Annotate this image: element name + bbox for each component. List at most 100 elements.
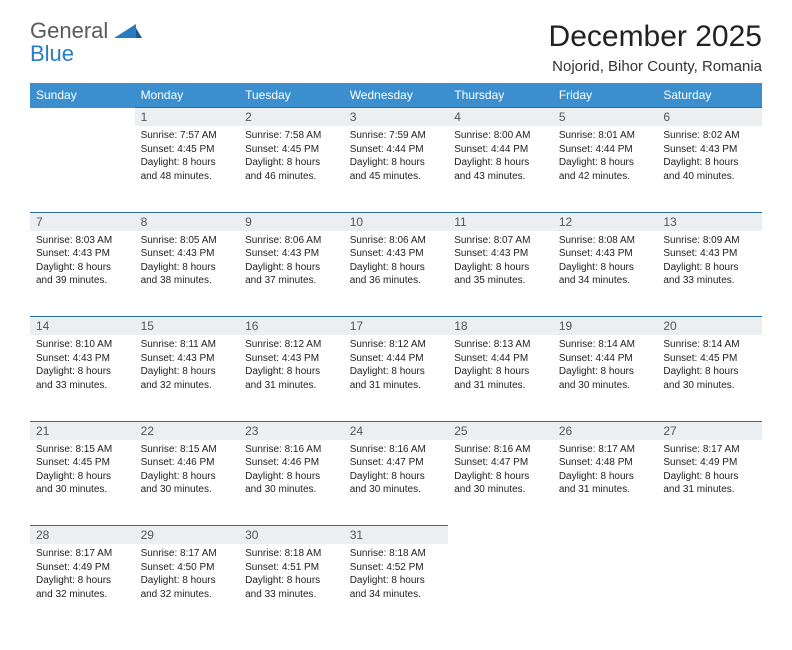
day-details-cell: Sunrise: 8:17 AMSunset: 4:49 PMDaylight:… (657, 440, 762, 526)
day-details-cell: Sunrise: 8:06 AMSunset: 4:43 PMDaylight:… (239, 231, 344, 317)
sunrise-line: Sunrise: 8:05 AM (141, 235, 217, 246)
sunset-line: Sunset: 4:45 PM (141, 144, 215, 155)
day-details-cell: Sunrise: 8:05 AMSunset: 4:43 PMDaylight:… (135, 231, 240, 317)
details-row: Sunrise: 8:10 AM Sunset: 4:43 PM Daylight:… (30, 335, 762, 421)
sunrise-line: Sunrise: 8:16 AM (245, 444, 321, 455)
day-number-cell: 31 (344, 526, 449, 545)
sunset-line: Sunset: 4:45 PM (245, 144, 319, 155)
sunrise-line: Sunrise: 8:16 AM (454, 444, 530, 455)
day-number-cell (657, 526, 762, 545)
daylight-line: Daylight: 8 hours and 31 minutes. (454, 366, 529, 391)
day-details-cell: Sunrise: 8:18 AM Sunset: 4:51 PM Daylight:… (239, 544, 344, 630)
sunset-line: Sunset: 4:49 PM (663, 457, 737, 468)
sunrise-line: Sunrise: 8:14 AM (663, 339, 739, 350)
day-number-cell: 29 (135, 526, 240, 545)
daylight-line: Daylight: 8 hours and 40 minutes. (663, 157, 738, 182)
daynum-row: 14151617181920 (30, 317, 762, 336)
daylight-line: Daylight: 8 hours and 34 minutes. (559, 262, 634, 287)
sunrise-line: Sunrise: 8:14 AM (559, 339, 635, 350)
sunset-line: Sunset: 4:43 PM (141, 353, 215, 364)
day-details-cell: Sunrise: 8:01 AMSunset: 4:44 PMDaylight:… (553, 126, 658, 212)
day-details-cell: Sunrise: 8:03 AM Sunset: 4:43 PM Daylight:… (30, 231, 135, 317)
month-title: December 2025 (549, 20, 762, 54)
daylight-line: Daylight: 8 hours and 30 minutes. (350, 471, 425, 496)
day-details-cell: Sunrise: 8:08 AMSunset: 4:43 PMDaylight:… (553, 231, 658, 317)
day-number-cell: 13 (657, 212, 762, 231)
sunrise-line: Sunrise: 8:10 AM (36, 339, 112, 350)
daylight-line: Daylight: 8 hours and 30 minutes. (141, 471, 216, 496)
details-row: Sunrise: 8:15 AMSunset: 4:45 PMDaylight:… (30, 440, 762, 526)
day-number-cell: 19 (553, 317, 658, 336)
day-number-cell: 1 (135, 108, 240, 127)
daylight-line: Daylight: 8 hours and 43 minutes. (454, 157, 529, 182)
day-number-cell: 5 (553, 108, 658, 127)
day-details-cell: Sunrise: 8:17 AMSunset: 4:48 PMDaylight:… (553, 440, 658, 526)
sunset-line: Sunset: 4:49 PM (36, 562, 110, 573)
daylight-line: Daylight: 8 hours and 33 minutes. (245, 575, 320, 600)
day-number-cell: 6 (657, 108, 762, 127)
sunset-line: Sunset: 4:44 PM (454, 353, 528, 364)
sunrise-line: Sunrise: 8:06 AM (245, 235, 321, 246)
daylight-line: Daylight: 8 hours and 42 minutes. (559, 157, 634, 182)
logo: General Blue (30, 20, 142, 66)
weekday-header: Saturday (657, 83, 762, 108)
day-details-cell: Sunrise: 8:14 AMSunset: 4:45 PMDaylight:… (657, 335, 762, 421)
day-details-cell: Sunrise: 8:17 AMSunset: 4:49 PMDaylight:… (30, 544, 135, 630)
day-number-cell: 28 (30, 526, 135, 545)
day-details-cell: Sunrise: 8:18 AMSunset: 4:52 PMDaylight:… (344, 544, 449, 630)
day-details-cell: Sunrise: 8:00 AM Sunset: 4:44 PM Daylight:… (448, 126, 553, 212)
day-details-cell: Sunrise: 8:09 AMSunset: 4:43 PMDaylight:… (657, 231, 762, 317)
day-details-cell (448, 544, 553, 630)
day-number-cell (448, 526, 553, 545)
sunset-line: Sunset: 4:51 PM (245, 562, 319, 573)
sunset-line: Sunset: 4:44 PM (350, 144, 424, 155)
details-row: Sunrise: 7:57 AMSunset: 4:45 PMDaylight:… (30, 126, 762, 212)
weekday-header: Wednesday (344, 83, 449, 108)
day-details-cell: Sunrise: 8:12 AMSunset: 4:43 PMDaylight:… (239, 335, 344, 421)
sunrise-line: Sunrise: 8:11 AM (141, 339, 216, 350)
sunset-line: Sunset: 4:44 PM (454, 144, 528, 155)
sunset-line: Sunset: 4:48 PM (559, 457, 633, 468)
daylight-line: Daylight: 8 hours and 31 minutes. (245, 366, 320, 391)
daylight-line: Daylight: 8 hours and 32 minutes. (141, 366, 216, 391)
day-number-cell: 20 (657, 317, 762, 336)
sunset-line: Sunset: 4:45 PM (36, 457, 110, 468)
day-number-cell: 17 (344, 317, 449, 336)
daylight-line: Daylight: 8 hours and 45 minutes. (350, 157, 425, 182)
daynum-row: 28293031 (30, 526, 762, 545)
sunset-line: Sunset: 4:52 PM (350, 562, 424, 573)
sunset-line: Sunset: 4:44 PM (559, 353, 633, 364)
logo-triangle-icon (114, 22, 142, 47)
sunrise-line: Sunrise: 8:00 AM (454, 130, 530, 141)
daylight-line: Daylight: 8 hours and 39 minutes. (36, 262, 111, 287)
day-details-cell (657, 544, 762, 630)
sunset-line: Sunset: 4:45 PM (663, 353, 737, 364)
sunset-line: Sunset: 4:43 PM (454, 248, 528, 259)
sunset-line: Sunset: 4:43 PM (559, 248, 633, 259)
day-number-cell: 25 (448, 421, 553, 440)
day-details-cell: Sunrise: 8:17 AMSunset: 4:50 PMDaylight:… (135, 544, 240, 630)
sunset-line: Sunset: 4:43 PM (36, 248, 110, 259)
day-details-cell: Sunrise: 8:11 AM Sunset: 4:43 PM Daylight:… (135, 335, 240, 421)
logo-blue: Blue (30, 41, 74, 66)
location: Nojorid, Bihor County, Romania (549, 58, 762, 75)
day-details-cell: Sunrise: 8:16 AMSunset: 4:46 PMDaylight:… (239, 440, 344, 526)
day-number-cell: 4 (448, 108, 553, 127)
day-number-cell: 30 (239, 526, 344, 545)
sunrise-line: Sunrise: 8:12 AM (245, 339, 321, 350)
sunrise-line: Sunrise: 8:18 AM (245, 548, 321, 559)
day-details-cell (30, 126, 135, 212)
daylight-line: Daylight: 8 hours and 30 minutes. (454, 471, 529, 496)
daylight-line: Daylight: 8 hours and 46 minutes. (245, 157, 320, 182)
daylight-line: Daylight: 8 hours and 31 minutes. (663, 471, 738, 496)
day-number-cell: 10 (344, 212, 449, 231)
sunset-line: Sunset: 4:43 PM (245, 248, 319, 259)
day-number-cell: 3 (344, 108, 449, 127)
daylight-line: Daylight: 8 hours and 31 minutes. (350, 366, 425, 391)
daylight-line: Daylight: 8 hours and 30 minutes. (559, 366, 634, 391)
daylight-line: Daylight: 8 hours and 38 minutes. (141, 262, 216, 287)
day-details-cell: Sunrise: 8:13 AMSunset: 4:44 PMDaylight:… (448, 335, 553, 421)
details-row: Sunrise: 8:03 AM Sunset: 4:43 PM Daylight:… (30, 231, 762, 317)
day-number-cell: 8 (135, 212, 240, 231)
sunrise-line: Sunrise: 8:03 AM (36, 235, 112, 246)
